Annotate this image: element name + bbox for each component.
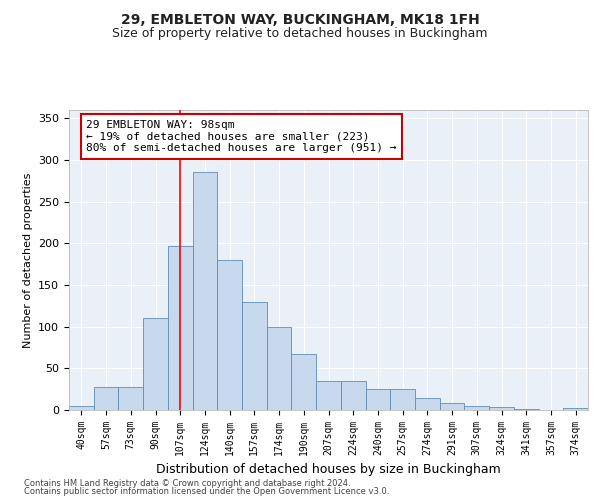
Bar <box>341 381 365 410</box>
Bar <box>242 302 267 410</box>
Bar <box>292 354 316 410</box>
Text: 29, EMBLETON WAY, BUCKINGHAM, MK18 1FH: 29, EMBLETON WAY, BUCKINGHAM, MK18 1FH <box>121 12 479 26</box>
Bar <box>489 406 514 410</box>
Text: Contains HM Land Registry data © Crown copyright and database right 2024.: Contains HM Land Registry data © Crown c… <box>24 478 350 488</box>
Bar <box>143 318 168 410</box>
Text: Contains public sector information licensed under the Open Government Licence v3: Contains public sector information licen… <box>24 487 389 496</box>
Bar <box>415 398 440 410</box>
Text: 29 EMBLETON WAY: 98sqm
← 19% of detached houses are smaller (223)
80% of semi-de: 29 EMBLETON WAY: 98sqm ← 19% of detached… <box>86 120 397 153</box>
Bar <box>464 406 489 410</box>
Text: Size of property relative to detached houses in Buckingham: Size of property relative to detached ho… <box>112 28 488 40</box>
X-axis label: Distribution of detached houses by size in Buckingham: Distribution of detached houses by size … <box>156 464 501 476</box>
Bar <box>514 409 539 410</box>
Bar <box>365 389 390 410</box>
Bar <box>168 246 193 410</box>
Bar <box>390 389 415 410</box>
Bar <box>69 406 94 410</box>
Bar <box>217 260 242 410</box>
Bar <box>316 381 341 410</box>
Bar <box>118 386 143 410</box>
Bar <box>94 386 118 410</box>
Y-axis label: Number of detached properties: Number of detached properties <box>23 172 32 348</box>
Bar <box>193 172 217 410</box>
Bar <box>563 408 588 410</box>
Bar <box>267 326 292 410</box>
Bar <box>440 404 464 410</box>
